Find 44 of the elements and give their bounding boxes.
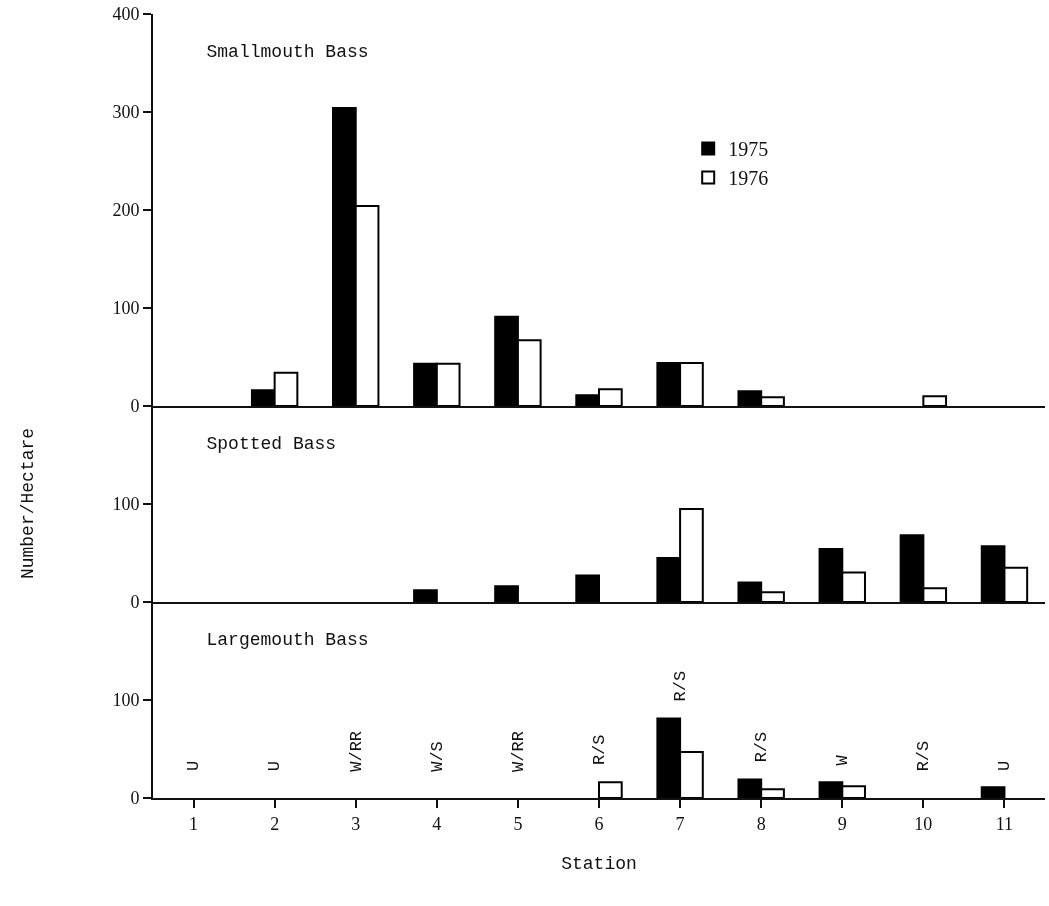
bar — [494, 585, 519, 602]
x-tick-label: 5 — [513, 813, 523, 834]
x-tick-label: 10 — [914, 813, 933, 834]
y-axis-title: Number/Hectare — [18, 427, 39, 580]
x-axis-title: Station — [561, 854, 637, 875]
annotation: R/S — [670, 670, 690, 702]
x-tick-label: 4 — [432, 813, 442, 834]
annotation: U — [184, 760, 204, 772]
x-tick-label: 3 — [351, 813, 361, 834]
bar — [598, 781, 623, 798]
annotation: W/RR — [346, 730, 366, 772]
y-tick-label: 100 — [112, 298, 140, 319]
y-tick-label: 200 — [112, 200, 140, 221]
x-tick-label: 2 — [270, 813, 280, 834]
legend-label: 1975 — [728, 138, 769, 161]
y-tick-label: 100 — [112, 494, 140, 515]
x-tick-label: 9 — [837, 813, 847, 834]
bar — [980, 786, 1006, 798]
x-tick-label: 1 — [189, 813, 199, 834]
x-tick-label: 6 — [594, 813, 604, 834]
y-tick-label: 0 — [130, 788, 140, 809]
y-tick-label: 300 — [112, 102, 140, 123]
annotation: R/S — [752, 731, 771, 763]
x-tick-label: 8 — [756, 813, 766, 834]
bar — [413, 589, 438, 602]
x-tick-label: 7 — [675, 813, 685, 834]
text: Smallmouth Bass — [206, 41, 369, 62]
y-tick-label: 400 — [112, 4, 140, 25]
legend-label: 1976 — [728, 167, 769, 190]
x-tick-label: 11 — [995, 813, 1014, 834]
annotation: U — [994, 760, 1014, 771]
text: Largemouth Bass — [206, 629, 369, 650]
annotation: W/RR — [508, 731, 528, 772]
y-tick-label: 100 — [112, 690, 140, 711]
text: Spotted Bass — [206, 433, 337, 454]
bar — [575, 574, 600, 602]
y-tick-label: 0 — [130, 396, 140, 417]
bar — [922, 395, 948, 406]
annotation: R/S — [914, 740, 934, 772]
annotation: U — [265, 760, 285, 772]
annotation: R/S — [589, 734, 609, 766]
y-tick-label: 0 — [130, 592, 140, 613]
annotation: W — [833, 754, 853, 766]
annotation: W/S — [427, 741, 447, 772]
